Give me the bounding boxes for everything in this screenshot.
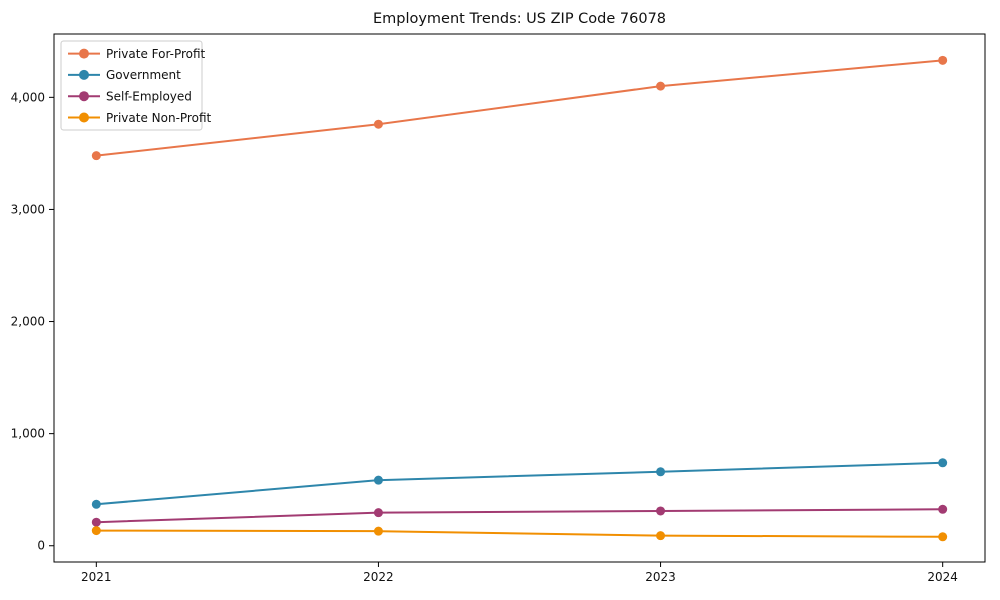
data-point: [373, 119, 383, 129]
x-tick-label: 2023: [645, 570, 676, 584]
chart-title: Employment Trends: US ZIP Code 76078: [372, 11, 667, 27]
data-point: [656, 506, 666, 516]
data-point: [91, 517, 101, 527]
legend-box: [60, 40, 203, 131]
series-line: [96, 59, 943, 157]
data-point: [91, 526, 101, 536]
series-line: [96, 508, 943, 524]
legend-entry-label: Private For-Profit: [106, 47, 206, 61]
series-line: [96, 529, 943, 538]
data-point: [91, 151, 101, 161]
legend-entry-label: Private Non-Profit: [106, 111, 212, 125]
legend-entry: Government: [68, 68, 181, 82]
data-point: [373, 475, 383, 485]
y-tick-label: 4,000: [11, 90, 45, 104]
legend-entry: Private Non-Profit: [68, 111, 212, 125]
data-point: [938, 504, 948, 514]
y-tick-label: 2,000: [11, 315, 45, 329]
legend-entry: Self-Employed: [68, 90, 192, 104]
data-point: [373, 526, 383, 536]
legend-entry-label: Self-Employed: [106, 90, 192, 104]
data-point: [656, 531, 666, 541]
legend-marker: [79, 48, 89, 59]
data-point: [91, 499, 101, 509]
data-point: [938, 532, 948, 542]
legend: Private For-Profit Government Self-Employe…: [60, 40, 212, 131]
legend-entry: Private For-Profit: [68, 47, 206, 61]
data-point: [938, 458, 948, 468]
legend-marker: [79, 91, 89, 102]
x-tick-label: 2022: [363, 570, 394, 584]
data-point: [938, 55, 948, 65]
y-tick-label: 0: [37, 539, 45, 553]
x-tick-label: 2021: [81, 570, 112, 584]
y-tick-label: 3,000: [11, 202, 45, 216]
legend-marker: [79, 69, 89, 80]
data-point: [656, 81, 666, 91]
data-point: [373, 508, 383, 518]
x-tick-label: 2024: [927, 570, 958, 584]
axes-frame: [53, 33, 986, 563]
y-tick-label: 1,000: [11, 427, 45, 441]
legend-marker: [79, 112, 89, 123]
data-point: [656, 467, 666, 477]
legend-entry-label: Government: [106, 68, 181, 82]
plot-area: [54, 34, 985, 562]
series-line: [96, 461, 943, 506]
